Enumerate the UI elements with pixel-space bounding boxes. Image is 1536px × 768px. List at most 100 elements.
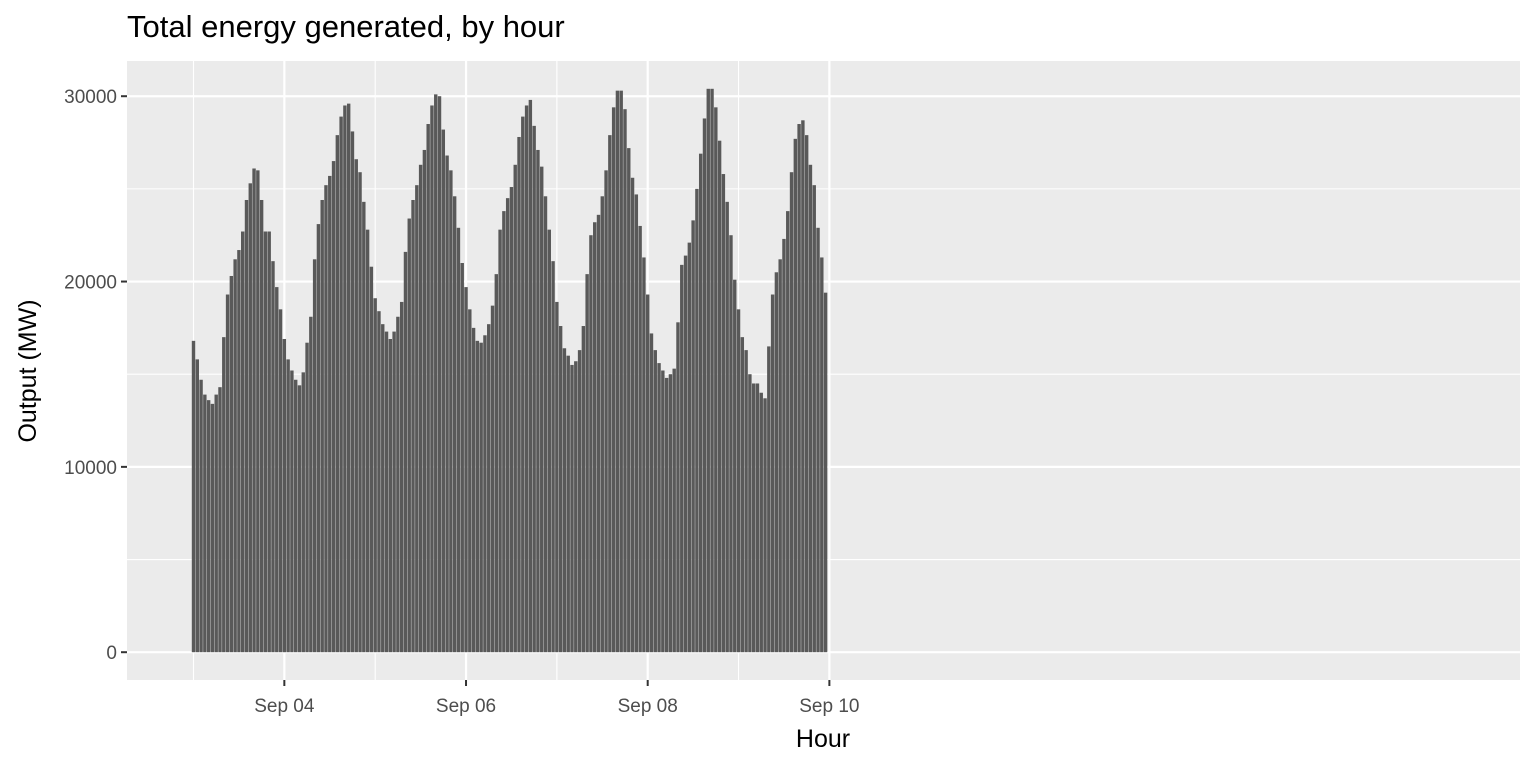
bar — [225, 294, 230, 653]
bar — [801, 120, 805, 653]
bar — [804, 135, 809, 653]
bar — [195, 359, 199, 653]
bar — [744, 350, 748, 653]
bar — [384, 331, 389, 653]
bar — [789, 172, 794, 653]
bar — [365, 229, 370, 653]
bar — [574, 361, 578, 653]
bar — [551, 261, 555, 653]
bar — [191, 340, 196, 653]
x-tick-label: Sep 08 — [618, 696, 678, 717]
bar — [381, 324, 385, 653]
bar — [248, 183, 252, 653]
bar — [691, 220, 695, 653]
bar — [210, 403, 215, 653]
bar — [687, 242, 692, 653]
bar — [736, 309, 741, 653]
bar — [452, 196, 457, 653]
bar — [369, 266, 374, 653]
bar — [680, 264, 684, 653]
bar — [623, 109, 627, 653]
bar — [218, 387, 222, 653]
bar — [271, 261, 275, 653]
bar — [229, 275, 234, 653]
bar — [320, 199, 324, 653]
bar — [596, 214, 601, 653]
bar — [309, 316, 313, 653]
bar — [328, 175, 332, 653]
bar — [449, 170, 453, 653]
y-tick-label: 10000 — [64, 458, 117, 479]
bar — [600, 196, 604, 653]
y-tick-label: 20000 — [64, 273, 117, 294]
bar — [812, 185, 816, 653]
bar — [468, 309, 472, 653]
bar — [373, 298, 377, 653]
chart-title: Total energy generated, by hour — [127, 9, 565, 44]
bar — [555, 301, 559, 653]
bar — [740, 337, 745, 653]
bar — [331, 161, 336, 653]
bar — [278, 309, 283, 653]
bar — [222, 337, 226, 653]
bar — [820, 257, 824, 653]
bar — [589, 235, 593, 653]
bar — [256, 170, 260, 653]
bar — [252, 168, 256, 653]
bar — [505, 198, 510, 653]
bar — [282, 338, 287, 653]
bar — [241, 231, 245, 653]
bar — [725, 201, 729, 653]
bar — [464, 287, 468, 653]
x-axis: Sep 04 Sep 06 Sep 08 Sep 10 — [254, 680, 859, 717]
bar — [710, 88, 714, 653]
bar — [513, 164, 517, 653]
bar — [263, 231, 268, 653]
bar — [479, 342, 483, 653]
bar — [683, 255, 688, 653]
bar — [774, 272, 779, 653]
bar — [782, 238, 786, 653]
bar — [487, 324, 491, 653]
bar — [540, 166, 544, 653]
bar — [498, 229, 502, 653]
bar — [714, 107, 718, 653]
bar — [392, 331, 396, 653]
bar — [430, 105, 434, 653]
bar — [657, 363, 661, 653]
bar — [558, 326, 563, 653]
bar — [293, 379, 298, 653]
bar — [388, 338, 393, 653]
bar — [377, 311, 381, 653]
bar — [751, 383, 756, 653]
bar — [778, 259, 782, 653]
bar — [664, 377, 669, 653]
bar — [426, 124, 430, 653]
bar — [759, 392, 763, 653]
bar — [570, 364, 574, 653]
bar — [475, 340, 480, 653]
bar — [490, 305, 495, 653]
bar — [350, 131, 355, 653]
bar — [214, 394, 218, 653]
bar — [324, 185, 328, 653]
bar — [237, 250, 241, 653]
bar — [354, 159, 358, 653]
bar — [483, 335, 487, 653]
bar — [411, 199, 415, 653]
bar — [642, 257, 646, 653]
bar — [717, 140, 722, 653]
bar — [808, 164, 813, 653]
bar — [536, 149, 540, 653]
bar — [233, 259, 237, 653]
bar — [695, 188, 699, 653]
bar — [566, 355, 570, 653]
bar — [445, 155, 449, 653]
bar — [415, 185, 419, 653]
bar — [335, 135, 340, 653]
bar — [259, 199, 264, 653]
bar — [767, 346, 771, 653]
bar — [437, 96, 442, 653]
bar — [793, 138, 798, 653]
